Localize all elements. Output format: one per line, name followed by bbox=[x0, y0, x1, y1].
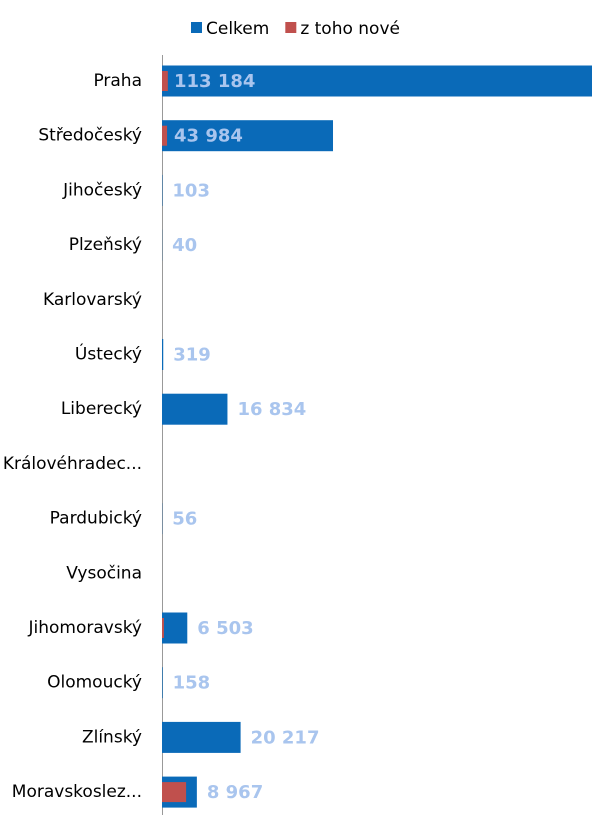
data-label: 319 bbox=[173, 345, 211, 366]
data-label: 113 184 bbox=[174, 71, 255, 92]
y-tick-label: Vysočina bbox=[66, 563, 142, 583]
data-label: 43 984 bbox=[174, 126, 243, 147]
y-tick-label: Moravskoslez... bbox=[12, 782, 142, 802]
bar bbox=[162, 393, 228, 425]
bar bbox=[162, 71, 168, 91]
legend-label: Celkem bbox=[206, 19, 269, 39]
bar bbox=[162, 612, 188, 644]
data-label: 158 bbox=[173, 673, 211, 694]
bar bbox=[162, 721, 241, 753]
bar bbox=[162, 120, 334, 152]
y-tick-label: Jihočeský bbox=[62, 180, 142, 200]
data-label: 56 bbox=[172, 509, 197, 530]
bar bbox=[162, 125, 168, 146]
plot-area bbox=[162, 65, 592, 808]
data-label: 16 834 bbox=[237, 399, 306, 420]
bar bbox=[162, 65, 592, 97]
bar bbox=[162, 782, 187, 803]
y-tick-label: Středočeský bbox=[38, 126, 142, 146]
y-tick-label: Ústecký bbox=[75, 343, 142, 365]
bar bbox=[162, 339, 164, 370]
bar bbox=[162, 667, 163, 699]
y-tick-label: Olomoucký bbox=[47, 673, 142, 693]
y-tick-label: Zlínský bbox=[82, 727, 142, 747]
y-tick-label: Plzeňský bbox=[69, 235, 142, 255]
y-tick-label: Praha bbox=[93, 71, 142, 91]
y-tick-label: Jihomoravský bbox=[28, 618, 143, 638]
data-label: 40 bbox=[172, 235, 197, 256]
legend-swatch bbox=[191, 22, 202, 33]
legend-swatch bbox=[285, 22, 297, 33]
y-tick-label: Liberecký bbox=[61, 399, 142, 419]
legend-label: z toho nové bbox=[300, 19, 400, 39]
data-label: 103 bbox=[172, 180, 210, 201]
y-tick-label: Pardubický bbox=[50, 509, 142, 529]
data-label: 8 967 bbox=[207, 782, 263, 803]
data-label: 6 503 bbox=[197, 618, 253, 639]
data-label: 20 217 bbox=[251, 727, 320, 748]
y-tick-label: Královéhradec... bbox=[3, 454, 142, 474]
y-tick-label: Karlovarský bbox=[43, 290, 142, 310]
bar bbox=[162, 618, 164, 638]
